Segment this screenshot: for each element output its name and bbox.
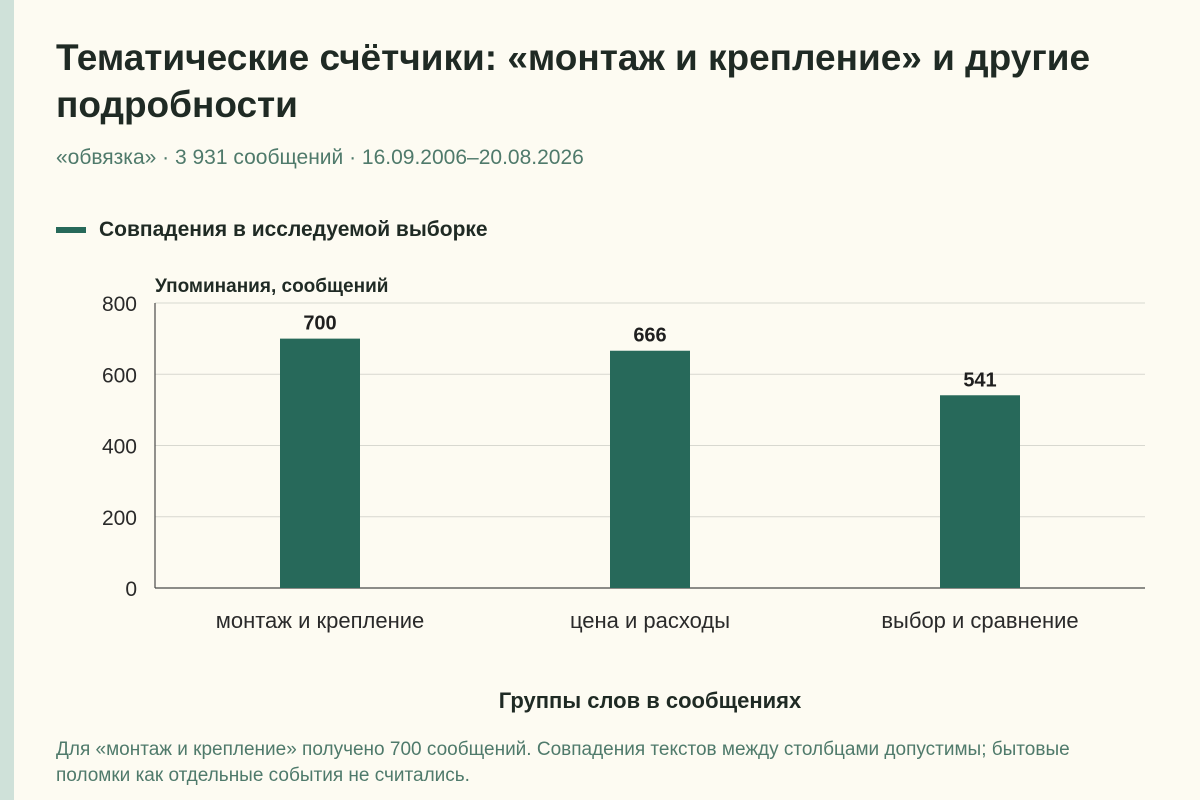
bars	[280, 338, 1020, 588]
bar	[940, 395, 1020, 588]
bar	[610, 350, 690, 588]
x-tick-label: выбор и сравнение	[881, 608, 1078, 633]
x-axis-title: Группы слов в сообщениях	[499, 688, 802, 713]
side-accent-strip	[0, 0, 14, 800]
chart-subtitle: «обвязка» · 3 931 сообщений · 16.09.2006…	[56, 146, 584, 169]
y-tick-label: 600	[102, 364, 137, 387]
footnote: Для «монтаж и крепление» получено 700 со…	[56, 739, 1070, 786]
legend: Совпадения в исследуемой выборке	[56, 218, 488, 242]
data-label: 700	[303, 313, 336, 335]
y-axis-ticks: 0 200 400 600 800	[102, 293, 137, 601]
bar	[280, 338, 360, 588]
legend-label: Совпадения в исследуемой выборке	[99, 218, 488, 241]
data-label: 541	[963, 369, 996, 391]
y-tick-label: 200	[102, 507, 137, 530]
y-tick-label: 800	[102, 293, 137, 316]
y-axis-title: Упоминания, сообщений	[155, 276, 388, 297]
data-label: 666	[633, 325, 666, 347]
y-tick-label: 400	[102, 436, 137, 459]
x-tick-label: монтаж и крепление	[216, 608, 425, 633]
y-tick-label: 0	[125, 578, 137, 601]
legend-swatch	[56, 227, 86, 233]
chart-title: Тематические счётчики: «монтаж и креплен…	[56, 37, 1091, 125]
x-tick-label: цена и расходы	[570, 608, 730, 633]
data-labels: 700 666 541	[303, 313, 996, 392]
x-axis-ticks: монтаж и крепление цена и расходы выбор и …	[216, 608, 1079, 633]
